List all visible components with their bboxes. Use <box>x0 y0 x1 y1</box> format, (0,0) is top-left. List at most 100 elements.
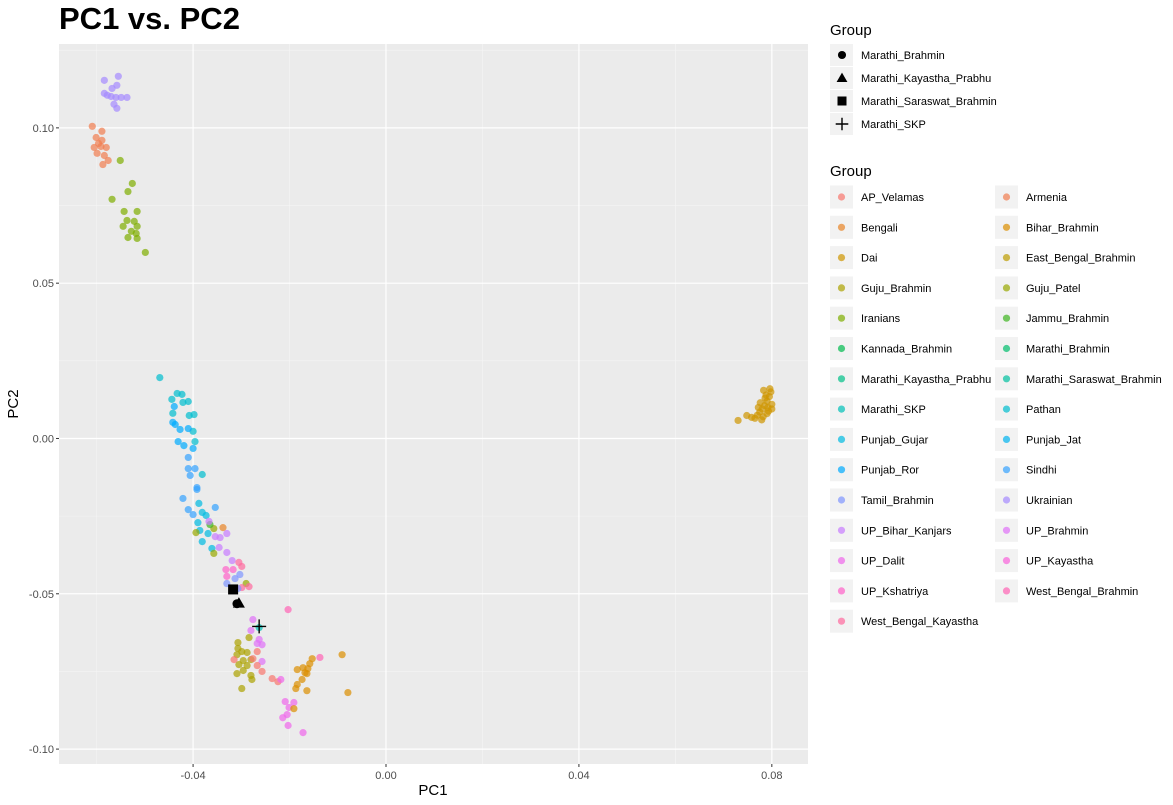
marker-marathi-kayastha-prabhu <box>232 597 245 608</box>
point-iranians <box>120 207 128 216</box>
legend-label: UP_Kshatriya <box>861 586 929 598</box>
legend-dot-icon <box>837 375 846 383</box>
shape-legend-title: Group <box>830 22 872 39</box>
point-pathan <box>190 410 198 419</box>
legend-label: Punjab_Gujar <box>861 434 929 446</box>
point-armenia <box>99 160 107 169</box>
point-up-dalit <box>279 714 287 722</box>
point-ukrainian <box>114 72 122 80</box>
point-tamil-brahmin <box>236 570 244 579</box>
point-sindhi <box>211 503 219 512</box>
point-up-kshatriya <box>223 572 231 580</box>
legend-label: Iranians <box>861 313 901 325</box>
point-punjab-gujar <box>202 511 210 520</box>
point-iranians <box>124 187 132 196</box>
legend-label: UP_Dalit <box>861 556 904 568</box>
legend-label: East_Bengal_Brahmin <box>1026 253 1135 265</box>
point-guju-brahmin <box>248 675 256 684</box>
legend-dot-icon <box>1002 223 1011 231</box>
point-up-dalit <box>290 698 298 707</box>
point-sindhi <box>184 453 192 462</box>
point-up-bihar-kanjars <box>205 517 213 526</box>
point-sindhi <box>191 465 199 473</box>
legend-label: AP_Velamas <box>861 192 924 204</box>
point-ap-velamas <box>249 655 257 663</box>
legend-dot-icon <box>837 557 846 565</box>
legend-label: UP_Brahmin <box>1026 525 1088 537</box>
point-punjab-ror <box>189 444 197 453</box>
point-west-bengal-brahmin <box>284 606 292 614</box>
legend-dot-icon <box>1002 375 1011 383</box>
legend-dot-icon <box>837 314 846 322</box>
point-iranians <box>128 179 136 188</box>
legend-label: Sindhi <box>1026 465 1057 477</box>
legend-dot-icon <box>837 466 846 474</box>
legend-dot-icon <box>837 617 846 625</box>
point-sindhi <box>184 506 192 514</box>
point-up-bihar-kanjars <box>216 533 224 542</box>
point-pathan <box>191 437 199 446</box>
legend-dot-icon <box>1002 526 1011 534</box>
point-up-bihar-kanjars <box>223 548 231 557</box>
y-tick-label: 0.05 <box>33 278 54 290</box>
point-bihar-brahmin <box>292 684 300 693</box>
point-dai <box>768 405 776 413</box>
point-up-dalit <box>284 721 292 730</box>
point-west-bengal-brahmin <box>316 653 324 662</box>
legend-label: Pathan <box>1026 404 1061 416</box>
legend-dot-icon <box>1002 254 1011 262</box>
y-tick-label: -0.10 <box>29 744 54 756</box>
point-dai <box>754 403 762 412</box>
point-dai <box>747 413 756 421</box>
legend-label: West_Bengal_Brahmin <box>1026 586 1138 598</box>
point-pathan <box>198 470 206 479</box>
point-armenia <box>102 143 110 152</box>
point-dai <box>761 394 769 402</box>
point-dai <box>758 416 766 424</box>
legend-dot-icon <box>837 435 846 443</box>
legend-dot-icon <box>1002 314 1011 322</box>
circle-icon <box>837 50 847 60</box>
point-sindhi <box>193 485 201 494</box>
point-guju-brahmin <box>234 638 242 647</box>
legend-dot-icon <box>837 193 846 201</box>
point-up-brahmin <box>247 626 255 635</box>
point-ap-velamas <box>258 667 266 676</box>
shape-legend: Group Marathi_Brahmin Marathi_Kayastha_Pr… <box>830 22 997 135</box>
point-iranians <box>141 248 149 257</box>
legend-dot-icon <box>837 344 846 353</box>
legend-label: Dai <box>861 253 878 265</box>
legend-dot-icon <box>1002 496 1011 504</box>
x-tick-label: 0.00 <box>375 770 396 782</box>
point-up-brahmin <box>249 615 257 624</box>
legend-label: Marathi_Kayastha_Prabhu <box>861 73 991 85</box>
point-up-kshatriya <box>229 565 237 574</box>
legend-dot-icon <box>1002 557 1011 565</box>
color-legend: Group AP_Velamas Armenia Bengali Bihar_Brah… <box>830 163 1162 633</box>
point-armenia <box>92 133 100 142</box>
point-guju-brahmin <box>233 670 241 678</box>
point-armenia <box>93 149 101 157</box>
legend-label: Guju_Brahmin <box>861 283 931 295</box>
point-punjab-gujar <box>194 519 202 527</box>
legend-label: Jammu_Brahmin <box>1026 313 1109 325</box>
point-west-bengal-kayastha <box>245 583 253 591</box>
point-bihar-brahmin <box>290 705 298 713</box>
legend-label: Bihar_Brahmin <box>1026 222 1099 234</box>
point-up-bihar-kanjars <box>228 556 236 565</box>
legend-label: UP_Bihar_Kanjars <box>861 525 952 537</box>
point-armenia <box>98 127 106 135</box>
axis-ticks: -0.04 0.00 0.04 0.08 -0.10 -0.05 0.00 0.05 0.10 <box>29 123 783 782</box>
legend-label: Punjab_Ror <box>861 465 919 477</box>
plus-icon <box>835 117 849 131</box>
point-ap-velamas <box>230 656 238 664</box>
point-tamil-brahmin <box>231 574 239 583</box>
x-axis-title: PC1 <box>418 782 447 799</box>
point-bihar-brahmin <box>344 688 352 697</box>
legend-dot-icon <box>837 223 846 231</box>
point-guju-brahmin <box>243 661 251 670</box>
point-dai <box>766 385 774 393</box>
color-legend-title: Group <box>830 163 872 180</box>
x-tick-label: -0.04 <box>181 770 206 782</box>
